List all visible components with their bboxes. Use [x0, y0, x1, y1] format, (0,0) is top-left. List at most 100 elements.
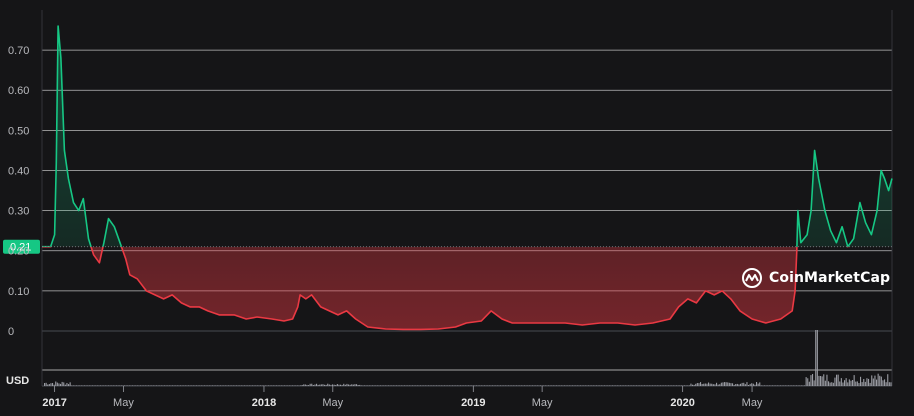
x-tick-label: 2020: [670, 397, 694, 409]
volume-bar: [559, 385, 561, 386]
currency-label: USD: [6, 375, 29, 387]
volume-bar: [536, 385, 538, 386]
volume-bar: [748, 385, 750, 386]
volume-bar: [732, 383, 734, 386]
volume-bar: [132, 385, 134, 386]
volume-bar: [76, 385, 78, 386]
volume-bar: [261, 385, 263, 386]
volume-bar: [124, 385, 126, 386]
volume-bar: [708, 382, 710, 386]
volume-bar: [490, 385, 492, 386]
volume-bar: [378, 385, 380, 386]
volume-bar: [455, 385, 457, 386]
volume-bar: [117, 385, 119, 386]
volume-bar: [610, 385, 612, 386]
volume-bar: [608, 385, 610, 386]
volume-bar: [480, 385, 482, 386]
volume-bar: [223, 385, 225, 386]
volume-bar: [749, 383, 751, 386]
volume-bar: [144, 385, 146, 386]
volume-bar: [55, 381, 57, 386]
y-tick-label: 0.60: [8, 85, 29, 97]
volume-bar: [636, 385, 638, 386]
volume-bar: [784, 385, 786, 386]
volume-bar: [365, 385, 367, 386]
volume-bar: [309, 383, 311, 386]
volume-bar: [639, 385, 641, 386]
volume-bar: [853, 375, 855, 386]
volume-bar: [285, 385, 287, 386]
volume-bar: [252, 385, 254, 386]
volume-bar: [820, 376, 822, 386]
volume-bar: [832, 382, 834, 386]
volume-bar: [324, 384, 326, 386]
volume-bar: [327, 383, 329, 386]
volume-bar: [197, 385, 199, 386]
volume-bar: [100, 385, 102, 386]
volume-bar: [776, 385, 778, 386]
volume-bar: [584, 385, 586, 386]
volume-bar: [90, 385, 92, 386]
volume-bar: [772, 385, 774, 386]
volume-bar: [716, 382, 718, 386]
volume-bar: [549, 385, 551, 386]
volume-bar: [644, 385, 646, 386]
volume-bar: [516, 385, 518, 386]
volume-bar: [477, 385, 479, 386]
volume-bar: [394, 385, 396, 386]
volume-bar: [652, 385, 654, 386]
volume-bar: [837, 374, 839, 386]
volume-bar: [58, 383, 60, 386]
volume-bar: [135, 385, 137, 386]
volume-bar: [77, 385, 79, 386]
volume-bar: [212, 385, 214, 386]
volume-bar: [738, 384, 740, 386]
volume-bar: [596, 385, 598, 386]
x-tick-label: 2017: [42, 397, 66, 409]
volume-bar: [192, 385, 194, 386]
volume-bar: [498, 385, 500, 386]
volume-bar: [66, 383, 68, 386]
volume-bar: [440, 385, 442, 386]
volume-bar: [178, 385, 180, 386]
volume-bar: [428, 385, 430, 386]
volume-bar: [575, 385, 577, 386]
volume-bar: [240, 385, 242, 386]
volume-bar: [704, 383, 706, 386]
volume-bar: [290, 385, 292, 386]
volume-bar: [661, 385, 663, 386]
volume-bar: [540, 385, 542, 386]
volume-bar: [396, 385, 398, 386]
below-reference-area: [42, 246, 892, 330]
volume-bar: [319, 384, 321, 386]
volume-bar: [271, 385, 273, 386]
volume-bar: [173, 385, 175, 386]
volume-bar: [568, 385, 570, 386]
volume-bar: [232, 385, 234, 386]
volume-bar: [287, 385, 289, 386]
volume-bar: [847, 382, 849, 386]
volume-bar: [266, 385, 268, 386]
volume-bar: [664, 385, 666, 386]
volume-bar: [360, 385, 362, 386]
volume-bar: [741, 382, 743, 386]
volume-bar: [581, 385, 583, 386]
volume-bar: [372, 385, 374, 386]
volume-bar: [308, 385, 310, 386]
volume-bar: [303, 384, 305, 386]
volume-bar: [624, 385, 626, 386]
volume-bar: [69, 382, 71, 386]
volume-bar: [341, 385, 343, 386]
volume-bar: [799, 385, 801, 386]
volume-bar: [824, 380, 826, 386]
volume-bar: [236, 385, 238, 386]
price-line-up: [42, 25, 893, 247]
volume-bar: [399, 385, 401, 386]
volume-bar: [239, 385, 241, 386]
volume-bar: [50, 383, 52, 386]
volume-bar: [156, 385, 158, 386]
volume-bar: [815, 330, 817, 386]
volume-bar: [71, 385, 73, 386]
volume-bar: [431, 385, 433, 386]
volume-bar: [556, 385, 558, 386]
